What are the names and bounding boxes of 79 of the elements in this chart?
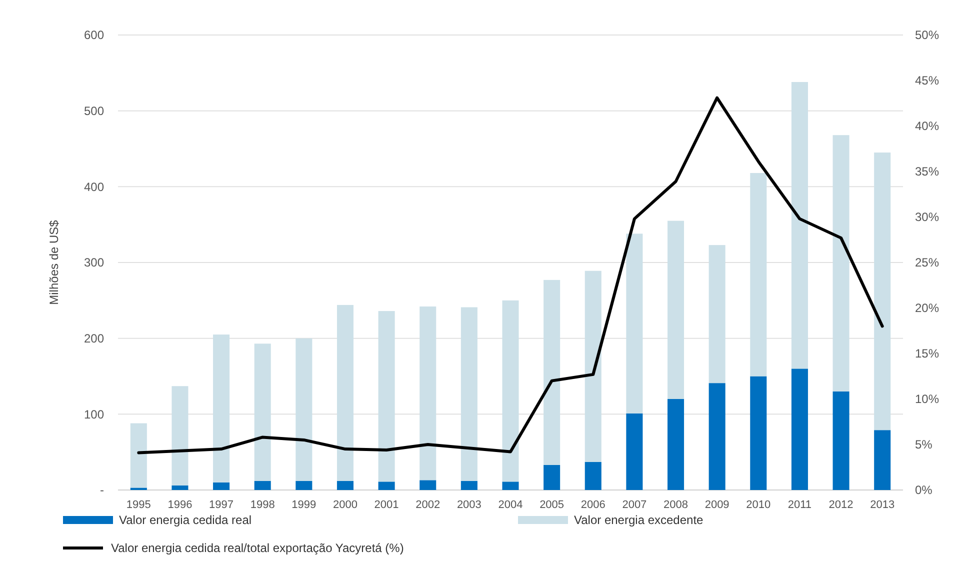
bar	[296, 480, 312, 490]
x-tick-label: 2003	[456, 499, 482, 511]
y2-tick-label: 10%	[915, 392, 940, 406]
bar	[668, 220, 684, 399]
y2-tick-label: 5%	[915, 438, 933, 452]
bar	[668, 399, 684, 490]
bar	[544, 464, 560, 490]
bar	[254, 344, 271, 481]
y2-tick-label: 25%	[915, 256, 940, 270]
y-axis-title: Milhões de US$	[47, 220, 61, 305]
bar	[130, 423, 147, 488]
legend-label: Valor energia excedente	[574, 513, 704, 528]
bar	[336, 480, 354, 490]
y-tick-label: -	[100, 483, 104, 498]
bar	[502, 482, 519, 490]
bar	[460, 307, 478, 481]
x-tick-label: 1995	[126, 499, 151, 511]
y2-tick-label: 40%	[915, 119, 940, 134]
bar	[832, 391, 850, 490]
x-tick-label: 2007	[622, 499, 647, 511]
y-tick-label: 100	[84, 407, 104, 422]
bar	[420, 480, 436, 490]
bar	[502, 300, 519, 482]
x-tick-label: 2005	[540, 499, 564, 511]
x-tick-label: 2013	[870, 499, 895, 511]
x-tick-label: 2008	[664, 499, 688, 511]
x-tick-label: 2004	[498, 499, 523, 511]
bar	[172, 485, 188, 490]
x-tick-label: 1996	[168, 499, 192, 511]
bar	[791, 82, 808, 369]
y2-tick-label: 0%	[915, 483, 933, 498]
y-tick-label: 400	[84, 180, 104, 194]
bar	[544, 280, 560, 465]
x-tick-label: 2001	[374, 499, 399, 511]
bar	[420, 306, 436, 480]
bar	[626, 234, 643, 414]
bar	[874, 152, 891, 430]
legend-label: Valor energia cedida real/total exportação Yacyretá (%)	[111, 541, 404, 556]
y2-tick-label: 50%	[915, 28, 940, 42]
x-tick-label: 2011	[788, 499, 812, 511]
x-tick-label: 1997	[209, 499, 234, 511]
bar	[213, 334, 230, 482]
bar	[378, 311, 395, 482]
line-series	[137, 96, 884, 454]
y2-tick-label: 35%	[915, 164, 940, 179]
bar	[460, 480, 478, 490]
bar	[708, 383, 726, 490]
x-tick-label: 2009	[704, 499, 730, 511]
bar	[584, 270, 602, 462]
x-tick-label: 2000	[332, 499, 358, 511]
bar	[172, 386, 188, 486]
bar	[213, 482, 230, 490]
y2-tick-label: 45%	[915, 74, 940, 88]
bar	[584, 462, 602, 490]
bar	[296, 338, 312, 481]
y2-tick-label: 30%	[915, 210, 940, 224]
bar	[378, 482, 395, 490]
legend-label: Valor energia cedida real	[119, 513, 252, 528]
bar	[791, 368, 808, 490]
bar	[874, 430, 891, 490]
x-tick-label: 1999	[292, 499, 316, 511]
x-tick-label: 2006	[580, 499, 606, 511]
bar	[750, 376, 767, 490]
x-tick-label: 1998	[250, 499, 275, 511]
y2-tick-label: 15%	[915, 346, 940, 361]
bar	[336, 304, 354, 481]
y-tick-label: 600	[84, 28, 104, 42]
x-tick-label: 2010	[746, 499, 771, 511]
x-tick-label: 2002	[416, 499, 440, 511]
bar	[626, 413, 643, 490]
y-tick-label: 300	[84, 256, 104, 270]
bar	[750, 173, 767, 376]
bar	[254, 480, 271, 490]
y-tick-label: 500	[84, 104, 104, 118]
y2-tick-label: 20%	[915, 301, 940, 316]
bar	[708, 245, 726, 384]
y-tick-label: 200	[84, 332, 104, 346]
bar	[832, 135, 850, 392]
x-tick-label: 2012	[828, 499, 854, 511]
